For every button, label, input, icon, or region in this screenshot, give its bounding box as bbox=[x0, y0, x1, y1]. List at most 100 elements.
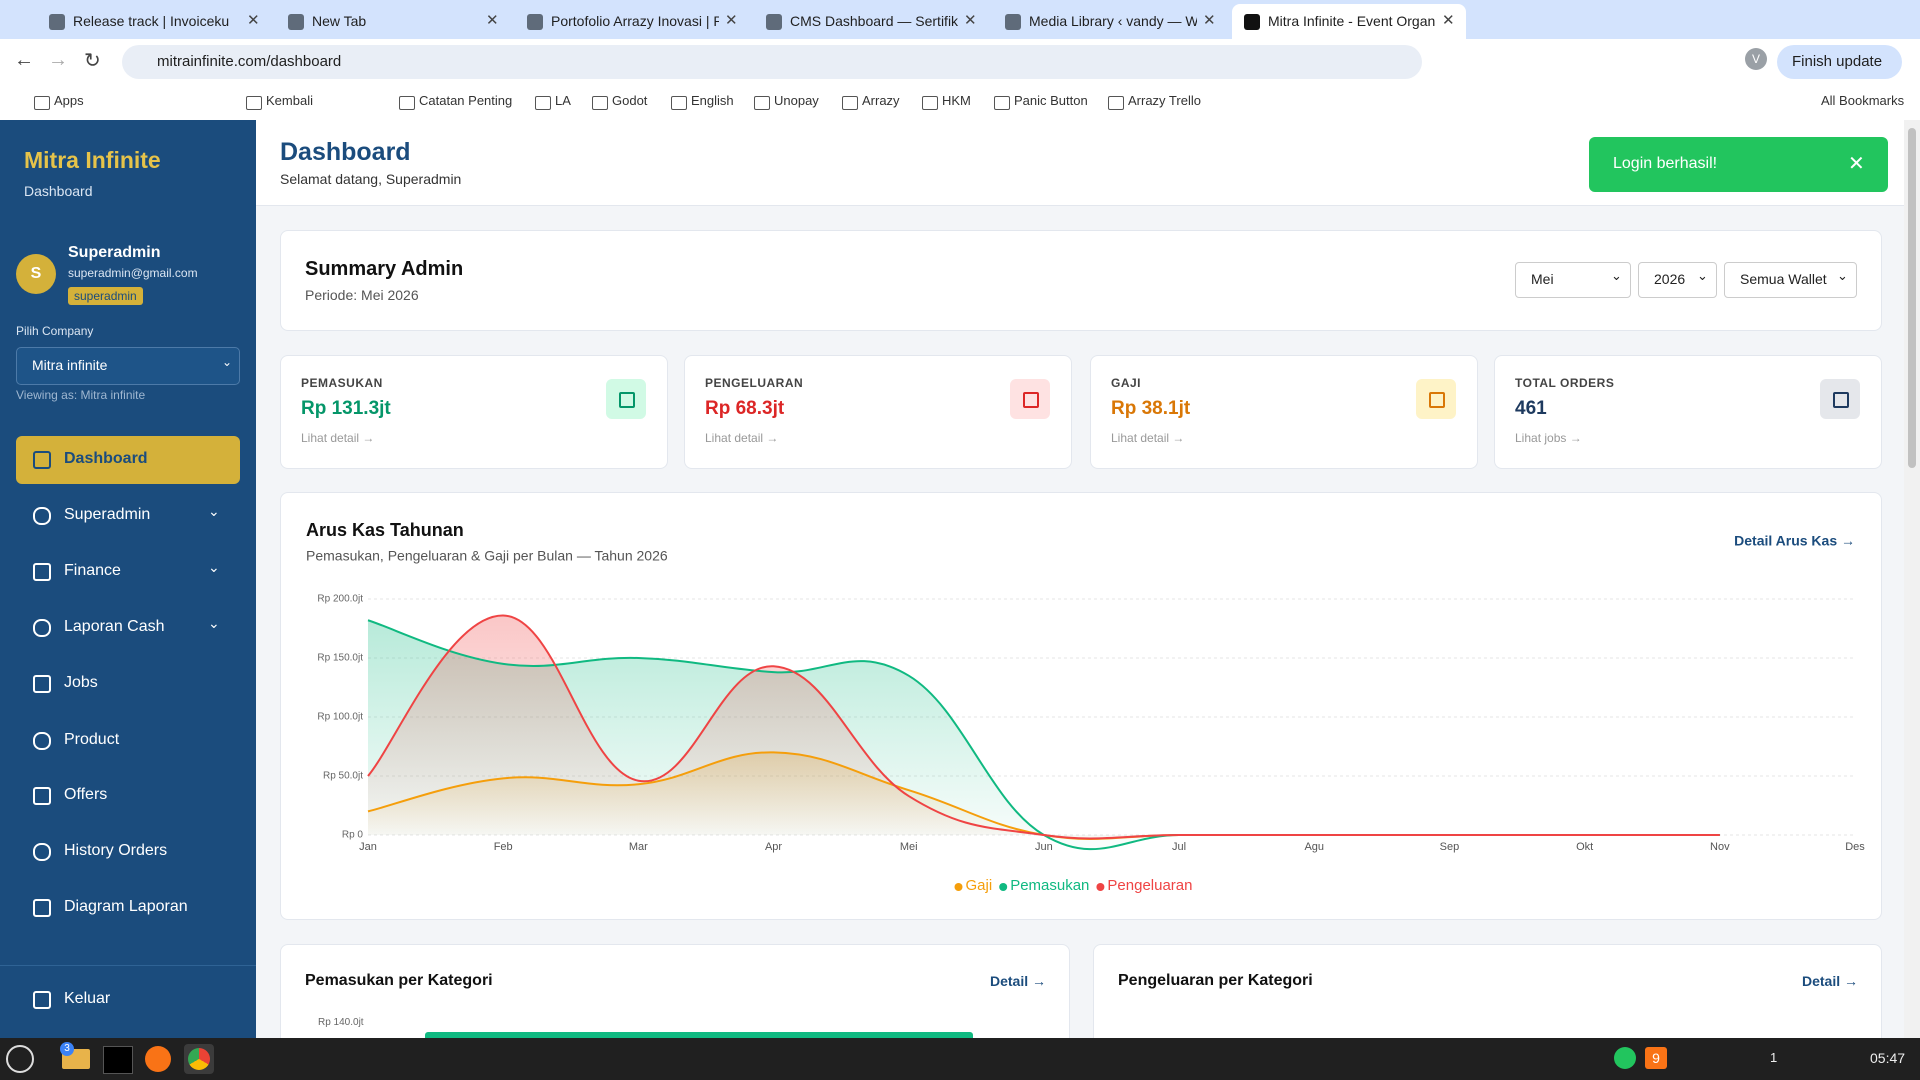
omnibox[interactable] bbox=[122, 45, 1422, 79]
company-value[interactable]: Mitra infinite bbox=[32, 357, 108, 373]
menu-item[interactable]: Laporan Cash bbox=[64, 618, 165, 635]
tab-title[interactable]: Media Library ‹ vandy — Wor bbox=[1029, 13, 1197, 29]
bookmark-icon bbox=[535, 96, 551, 110]
bookmark[interactable]: Arrazy bbox=[862, 93, 900, 108]
tray-notif[interactable]: 9 bbox=[1645, 1047, 1667, 1069]
tab[interactable] bbox=[1232, 4, 1466, 40]
panel-link[interactable]: Detail → bbox=[1802, 973, 1859, 989]
profile[interactable]: V bbox=[1745, 48, 1767, 70]
user-role: superadmin bbox=[68, 287, 143, 305]
tab-close[interactable]: ✕ bbox=[1203, 12, 1216, 29]
menu-item[interactable]: Offers bbox=[64, 786, 108, 803]
tab-icon bbox=[1244, 14, 1260, 30]
tab-title[interactable]: Portofolio Arrazy Inovasi | Pr bbox=[551, 13, 719, 29]
stat-link[interactable]: Lihat jobs → bbox=[1515, 431, 1582, 445]
filter-select[interactable] bbox=[1638, 262, 1717, 298]
tab-title[interactable]: CMS Dashboard — Sertifikas bbox=[790, 13, 958, 29]
legend-dot bbox=[1096, 883, 1105, 891]
terminal-app[interactable] bbox=[103, 1046, 133, 1074]
tab-close[interactable]: ✕ bbox=[247, 12, 260, 29]
nav-forward[interactable]: → bbox=[48, 49, 68, 71]
filter-value[interactable]: Semua Wallet bbox=[1740, 271, 1827, 287]
bookmark[interactable]: LA bbox=[555, 93, 571, 108]
tab-title[interactable]: New Tab bbox=[312, 13, 367, 29]
menu-item[interactable]: Diagram Laporan bbox=[64, 898, 188, 915]
x-tick-label: Okt bbox=[1576, 841, 1593, 853]
tray-icon[interactable] bbox=[1614, 1047, 1636, 1069]
brand: Mitra Infinite bbox=[24, 147, 161, 173]
x-tick-label: Agu bbox=[1304, 841, 1324, 853]
filter-value[interactable]: Mei bbox=[1531, 271, 1554, 287]
menu-icon bbox=[33, 899, 51, 917]
bookmark[interactable]: Catatan Penting bbox=[419, 93, 513, 108]
bookmark-icon bbox=[922, 96, 938, 110]
tab-title[interactable]: Release track | Invoiceku bbox=[73, 13, 230, 29]
bookmark[interactable]: Kembali bbox=[266, 93, 313, 108]
chrome-app[interactable] bbox=[184, 1044, 214, 1074]
nav-back[interactable]: ← bbox=[14, 49, 34, 71]
stat-glyph bbox=[619, 392, 635, 408]
tab-title[interactable]: Mitra Infinite - Event Organiz bbox=[1268, 13, 1436, 29]
chevron: ⌄ bbox=[1611, 268, 1622, 283]
bookmark[interactable]: Arrazy Trello bbox=[1128, 93, 1201, 108]
clock: 05:47 bbox=[1870, 1050, 1906, 1066]
update-button[interactable] bbox=[1777, 45, 1902, 79]
tab-close[interactable]: ✕ bbox=[964, 12, 977, 29]
menu-item[interactable]: Finance bbox=[64, 562, 121, 579]
summary-period: Periode: Mei 2026 bbox=[305, 287, 419, 303]
all-bookmarks[interactable]: All Bookmarks bbox=[1821, 93, 1905, 108]
bookmark[interactable]: Apps bbox=[54, 93, 84, 108]
bookmark-icon bbox=[1108, 96, 1124, 110]
stat-link[interactable]: Lihat detail → bbox=[301, 431, 375, 445]
url[interactable]: mitrainfinite.com/dashboard bbox=[157, 53, 342, 70]
menu-item[interactable]: Jobs bbox=[64, 674, 98, 691]
panel-link[interactable]: Detail → bbox=[990, 973, 1047, 989]
x-tick-label: Sep bbox=[1440, 841, 1460, 853]
chart-card: Arus Kas Tahunan Pemasukan, Pengeluaran … bbox=[280, 492, 1882, 920]
update-label[interactable]: Finish update bbox=[1792, 53, 1883, 70]
company-select[interactable] bbox=[16, 347, 240, 385]
stat-link[interactable]: Lihat detail → bbox=[1111, 431, 1185, 445]
chart-subtitle: Pemasukan, Pengeluaran & Gaji per Bulan … bbox=[306, 548, 668, 564]
start-button[interactable] bbox=[6, 1045, 34, 1073]
toast-text: Login berhasil! bbox=[1613, 155, 1718, 172]
filter-select[interactable] bbox=[1724, 262, 1857, 298]
menu-item[interactable]: Product bbox=[64, 731, 120, 748]
y-tick-label: Rp 100.0jt bbox=[317, 712, 363, 723]
bookmark[interactable]: HKM bbox=[942, 93, 971, 108]
stat-value: Rp 68.3jt bbox=[705, 398, 785, 419]
menu-item[interactable]: Dashboard bbox=[64, 450, 148, 467]
menu-item[interactable]: Superadmin bbox=[64, 506, 151, 523]
chevron: ⌄ bbox=[222, 355, 233, 369]
bookmark[interactable]: Panic Button bbox=[1014, 93, 1088, 108]
bookmark[interactable]: Godot bbox=[612, 93, 648, 108]
bookmark-icon bbox=[399, 96, 415, 110]
panel-title: Pengeluaran per Kategori bbox=[1118, 972, 1313, 989]
legend-label: Pengeluaran bbox=[1107, 877, 1192, 894]
filter-select[interactable] bbox=[1515, 262, 1631, 298]
menu-icon bbox=[33, 619, 51, 637]
toast-close[interactable]: ✕ bbox=[1848, 153, 1865, 175]
tab-close[interactable]: ✕ bbox=[725, 12, 738, 29]
reload[interactable]: ↻ bbox=[84, 50, 101, 72]
x-tick-label: Jan bbox=[359, 841, 377, 853]
chart-link[interactable]: Detail Arus Kas → bbox=[1734, 533, 1855, 549]
y-tick-label: Rp 0 bbox=[342, 830, 364, 841]
x-tick-label: Apr bbox=[765, 841, 782, 853]
panel-tick: Rp 140.0jt bbox=[318, 1017, 364, 1028]
tab-close[interactable]: ✕ bbox=[1442, 12, 1455, 29]
firefox-app[interactable] bbox=[145, 1046, 171, 1072]
menu-item[interactable]: History Orders bbox=[64, 842, 168, 859]
tab-close[interactable]: ✕ bbox=[486, 12, 499, 29]
filter-value[interactable]: 2026 bbox=[1654, 271, 1686, 287]
panel-bar bbox=[425, 1032, 973, 1040]
chart-title: Arus Kas Tahunan bbox=[306, 520, 464, 540]
menu-icon bbox=[33, 451, 51, 469]
bookmark[interactable]: English bbox=[691, 93, 734, 108]
toolbar: mitrainfinite.com/dashboard Finish updat… bbox=[0, 39, 1920, 86]
chart: Arus Kas Tahunan Pemasukan, Pengeluaran … bbox=[306, 520, 1865, 894]
logout[interactable]: Keluar bbox=[64, 990, 111, 1007]
stat-icon bbox=[1820, 379, 1860, 419]
bookmark[interactable]: Unopay bbox=[774, 93, 819, 108]
stat-link[interactable]: Lihat detail → bbox=[705, 431, 779, 445]
